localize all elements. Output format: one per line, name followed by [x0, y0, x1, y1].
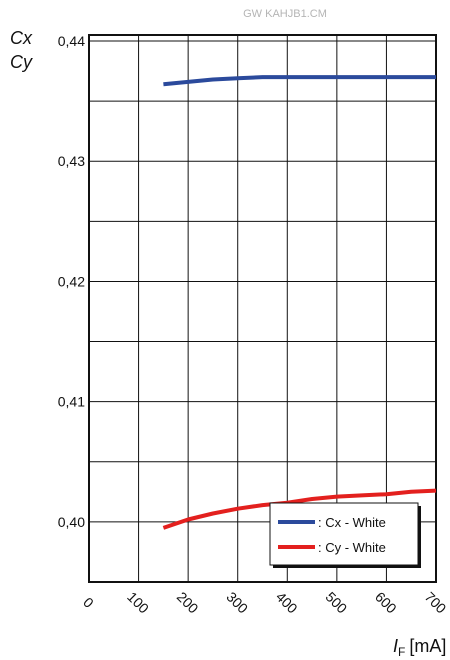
y-axis-label-cx: Cx	[10, 28, 33, 48]
legend-label-0: : Cx - White	[318, 515, 386, 530]
x-axis-subscript: F	[398, 645, 405, 659]
legend: : Cx - White : Cy - White	[269, 502, 421, 568]
header-text: GW KAHJB1.CM	[243, 8, 327, 20]
chart-grid	[88, 35, 437, 583]
x-axis-title: IF [mA]	[393, 636, 446, 659]
series-line-1	[162, 488, 437, 530]
legend-label-1: : Cy - White	[318, 540, 386, 555]
y-axis-label-cy: Cy	[10, 52, 33, 72]
plot-frame	[88, 34, 437, 583]
y-axis: 0,40 0,41 0,42 0,43 0,44	[58, 33, 85, 530]
y-tick-label-3: 0,43	[58, 153, 85, 169]
series-line-0	[163, 75, 436, 87]
x-tick-label-7: 700	[422, 589, 450, 617]
y-tick-label-2: 0,42	[58, 273, 85, 289]
y-tick-label-1: 0,41	[58, 394, 85, 410]
x-axis-unit: [mA]	[409, 636, 446, 656]
x-tick-label-0: 0	[80, 594, 97, 611]
x-tick-label-5: 500	[322, 589, 350, 617]
x-tick-label-2: 200	[174, 589, 202, 617]
x-tick-label-4: 400	[273, 589, 301, 617]
x-axis: 0 100 200 300 400 500 600 700	[80, 589, 449, 617]
legend-box	[269, 502, 419, 566]
y-tick-label-0: 0,40	[58, 514, 85, 530]
x-tick-label-3: 300	[223, 589, 251, 617]
y-tick-label-4: 0,44	[58, 33, 85, 49]
series-layer	[162, 75, 437, 530]
x-tick-label-6: 600	[372, 589, 400, 617]
x-axis-label: I	[393, 636, 398, 656]
x-tick-label-1: 100	[124, 589, 152, 617]
